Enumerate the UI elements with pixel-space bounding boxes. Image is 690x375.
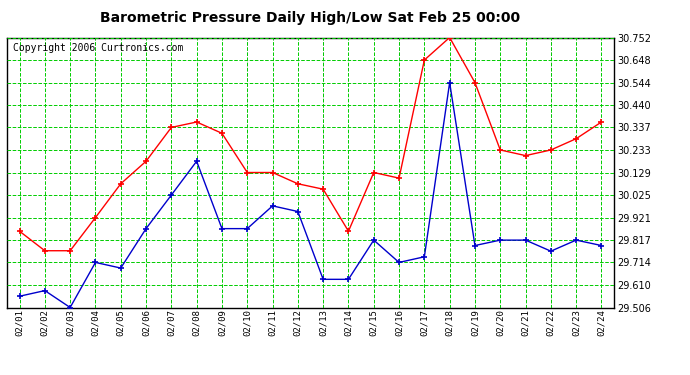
Text: Barometric Pressure Daily High/Low Sat Feb 25 00:00: Barometric Pressure Daily High/Low Sat F… [101, 11, 520, 25]
Text: Copyright 2006 Curtronics.com: Copyright 2006 Curtronics.com [13, 43, 184, 53]
